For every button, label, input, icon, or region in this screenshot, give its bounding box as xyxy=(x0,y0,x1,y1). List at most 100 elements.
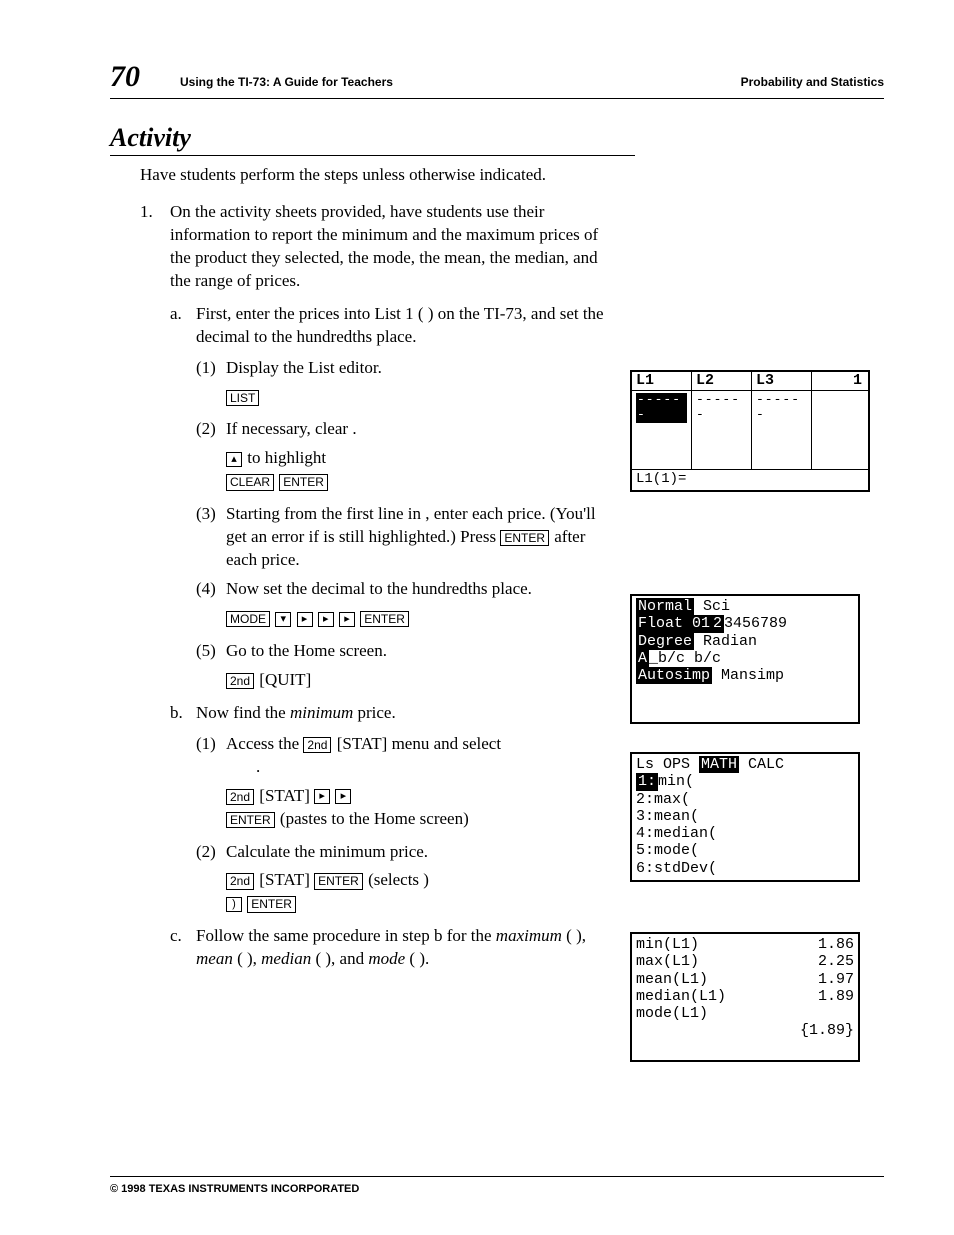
result-mode-val: {1.89} xyxy=(636,1022,854,1039)
enter-key: ENTER xyxy=(247,896,296,912)
list-body: ------ ------ ------ xyxy=(632,391,868,469)
section-title: Activity xyxy=(110,123,635,156)
menu-line-3: 2:max( xyxy=(636,791,854,808)
content-area: Have students perform the steps unless o… xyxy=(110,164,884,979)
enter-key: ENTER xyxy=(226,812,275,828)
intro-text: Have students perform the steps unless o… xyxy=(140,164,610,187)
step-a1: (1) Display the List editor. xyxy=(196,357,610,380)
menu-line-1: Ls OPS MATH CALC xyxy=(636,756,854,773)
subsub-num: (3) xyxy=(196,503,226,572)
keyrow-b2: 2nd [STAT] ENTER (selects ) ) ENTER xyxy=(226,869,610,915)
subsub-text: Now set the decimal to the hundredths pl… xyxy=(226,578,532,601)
subsub-text: Go to the Home screen. xyxy=(226,640,387,663)
page-number: 70 xyxy=(110,60,140,94)
list-col-l2: L2 xyxy=(692,372,752,390)
subsub-text: Calculate the minimum price. xyxy=(226,841,428,864)
second-key: 2nd xyxy=(226,873,254,889)
quit-label: [QUIT] xyxy=(259,670,311,689)
step-b2: (2) Calculate the minimum price. xyxy=(196,841,610,864)
sub-letter: a. xyxy=(170,303,196,349)
subsub-text: Access the 2nd [STAT] menu and select . xyxy=(226,733,501,779)
list-col-num: 1 xyxy=(812,372,868,390)
calc-screen-results: min(L1)1.86 max(L1)2.25 mean(L1)1.97 med… xyxy=(630,932,860,1062)
subsub-num: (1) xyxy=(196,733,226,779)
right-key-icon: ▸ xyxy=(314,789,330,804)
result-max: max(L1)2.25 xyxy=(636,953,854,970)
keyrow-a4: MODE ▾ ▸ ▸ ▸ ENTER xyxy=(226,607,610,630)
down-key-icon: ▾ xyxy=(275,612,291,627)
text-column: Have students perform the steps unless o… xyxy=(110,164,610,979)
second-key: 2nd xyxy=(303,737,331,753)
enter-key: ENTER xyxy=(279,474,328,490)
result-min: min(L1)1.86 xyxy=(636,936,854,953)
page-header: 70 Using the TI-73: A Guide for Teachers… xyxy=(110,60,884,99)
result-mean: mean(L1)1.97 xyxy=(636,971,854,988)
mode-line-5: Autosimp Mansimp xyxy=(636,667,854,684)
key-text: to highlight xyxy=(247,448,326,467)
subsub-text: Display the List editor. xyxy=(226,357,382,380)
right-key-icon: ▸ xyxy=(297,612,313,627)
list-body-c1: ------ xyxy=(632,391,692,469)
second-key: 2nd xyxy=(226,789,254,805)
step-a: a. First, enter the prices into List 1 (… xyxy=(170,303,610,349)
paren-key-icon: ) xyxy=(226,897,242,912)
step-c: c. Follow the same procedure in step b f… xyxy=(170,925,610,971)
list-key: LIST xyxy=(226,390,259,406)
header-left: Using the TI-73: A Guide for Teachers xyxy=(180,75,741,89)
step-b1: (1) Access the 2nd [STAT] menu and selec… xyxy=(196,733,610,779)
list-header: L1 L2 L3 1 xyxy=(632,372,868,391)
second-key: 2nd xyxy=(226,673,254,689)
list-col-l3: L3 xyxy=(752,372,812,390)
stat-label: [STAT] xyxy=(337,734,388,753)
sub-text: First, enter the prices into List 1 ( ) … xyxy=(196,303,610,349)
sub-text: Follow the same procedure in step b for … xyxy=(196,925,610,971)
right-key-icon: ▸ xyxy=(339,612,355,627)
key-text: (pastes to the Home screen) xyxy=(280,809,469,828)
step-a5: (5) Go to the Home screen. xyxy=(196,640,610,663)
subsub-num: (1) xyxy=(196,357,226,380)
menu-line-7: 6:stdDev( xyxy=(636,860,854,877)
step-b: b. Now find the minimum price. xyxy=(170,702,610,725)
step-text: On the activity sheets provided, have st… xyxy=(170,201,610,293)
header-right: Probability and Statistics xyxy=(741,75,884,89)
menu-line-2: 1:min( xyxy=(636,773,854,790)
list-body-c3: ------ xyxy=(752,391,812,469)
keyrow-a2: ▴ to highlight CLEAR ENTER xyxy=(226,447,610,493)
right-key-icon: ▸ xyxy=(335,789,351,804)
sub-letter: c. xyxy=(170,925,196,971)
right-key-icon: ▸ xyxy=(318,612,334,627)
subsub-text: If necessary, clear . xyxy=(226,418,357,441)
keyrow-b1: 2nd [STAT] ▸ ▸ ENTER (pastes to the Home… xyxy=(226,785,610,831)
subsub-num: (2) xyxy=(196,841,226,864)
list-body-c4 xyxy=(812,391,868,469)
list-col-l1: L1 xyxy=(632,372,692,390)
page-footer: © 1998 TEXAS INSTRUMENTS INCORPORATED xyxy=(110,1176,884,1195)
copyright: © 1998 TEXAS INSTRUMENTS INCORPORATED xyxy=(110,1183,359,1195)
list-body-c2: ------ xyxy=(692,391,752,469)
mode-line-3: Degree Radian xyxy=(636,633,854,650)
clear-key: CLEAR xyxy=(226,474,274,490)
calc-screen-mode: Normal Sci Float 0123456789 Degree Radia… xyxy=(630,594,860,724)
subsub-num: (2) xyxy=(196,418,226,441)
mode-key: MODE xyxy=(226,611,270,627)
calc-screen-stat-menu: Ls OPS MATH CALC 1:min( 2:max( 3:mean( 4… xyxy=(630,752,860,882)
step-number: 1. xyxy=(140,201,170,293)
menu-line-5: 4:median( xyxy=(636,825,854,842)
enter-key: ENTER xyxy=(314,873,363,889)
menu-line-6: 5:mode( xyxy=(636,842,854,859)
enter-key: ENTER xyxy=(360,611,409,627)
mode-line-2: Float 0123456789 xyxy=(636,615,854,632)
subsub-num: (4) xyxy=(196,578,226,601)
stat-label: [STAT] xyxy=(259,786,310,805)
menu-line-4: 3:mean( xyxy=(636,808,854,825)
mode-line-4: A_b/c b/c xyxy=(636,650,854,667)
step-1: 1. On the activity sheets provided, have… xyxy=(140,201,610,293)
enter-key: ENTER xyxy=(500,530,549,546)
list-footer: L1(1)= xyxy=(632,469,868,488)
keyrow-a1: LIST xyxy=(226,386,610,409)
sub-text: Now find the minimum price. xyxy=(196,702,396,725)
up-key-icon: ▴ xyxy=(226,452,242,467)
calc-screen-list-editor: L1 L2 L3 1 ------ ------ ------ L1(1)= xyxy=(630,370,870,492)
subsub-num: (5) xyxy=(196,640,226,663)
sub-letter: b. xyxy=(170,702,196,725)
